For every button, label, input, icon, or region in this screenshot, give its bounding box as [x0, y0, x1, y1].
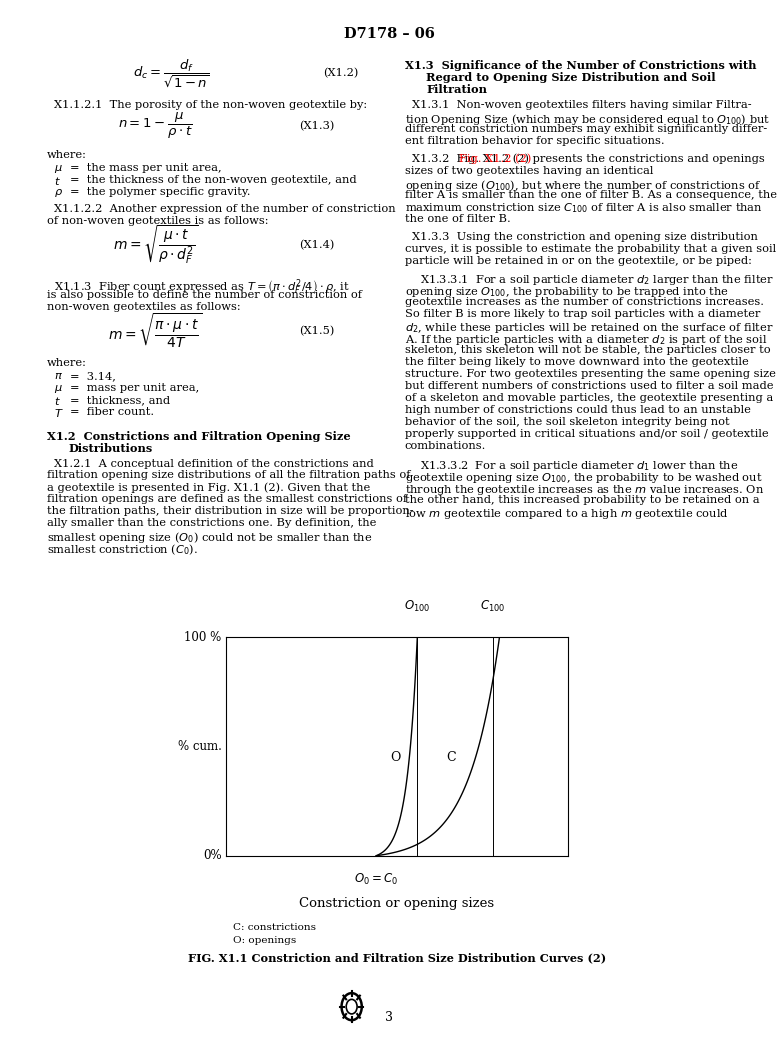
Text: A. If the particle particles with a diameter $d_2$ is part of the soil: A. If the particle particles with a diam…: [405, 333, 767, 348]
Text: high number of constrictions could thus lead to an unstable: high number of constrictions could thus …: [405, 405, 751, 415]
Text: tion Opening Size (which may be considered equal to $O_{100}$) but: tion Opening Size (which may be consider…: [405, 111, 769, 127]
Text: different constriction numbers may exhibit significantly differ-: different constriction numbers may exhib…: [405, 124, 767, 134]
Text: filtration openings are defined as the smallest constrictions of: filtration openings are defined as the s…: [47, 494, 407, 505]
Text: $d_c = \dfrac{d_f}{\sqrt{1-n}}$: $d_c = \dfrac{d_f}{\sqrt{1-n}}$: [133, 57, 209, 88]
Text: curves, it is possible to estimate the probability that a given soil: curves, it is possible to estimate the p…: [405, 244, 776, 254]
Text: $\mu$: $\mu$: [54, 163, 63, 175]
Text: $\rho$: $\rho$: [54, 187, 64, 199]
Text: the filtration paths, their distribution in size will be proportion-: the filtration paths, their distribution…: [47, 506, 413, 516]
Text: =  the thickness of the non-woven geotextile, and: = the thickness of the non-woven geotext…: [70, 175, 356, 185]
Text: Filtration: Filtration: [426, 84, 487, 96]
Text: of a skeleton and movable particles, the geotextile presenting a: of a skeleton and movable particles, the…: [405, 393, 773, 403]
Text: (X1.5): (X1.5): [300, 326, 335, 336]
Text: $m = \sqrt{\dfrac{\mu \cdot t}{\rho \cdot d_F^2}}$: $m = \sqrt{\dfrac{\mu \cdot t}{\rho \cdo…: [113, 224, 198, 266]
Text: where:: where:: [47, 150, 86, 160]
Text: (X1.2): (X1.2): [323, 68, 358, 78]
Text: D7178 – 06: D7178 – 06: [344, 27, 434, 42]
Text: O: openings: O: openings: [233, 936, 296, 945]
Text: Constriction or opening sizes: Constriction or opening sizes: [300, 897, 494, 910]
Text: O: O: [390, 751, 400, 764]
Text: of non-woven geotextiles is as follows:: of non-woven geotextiles is as follows:: [47, 215, 268, 226]
Text: X1.1.2.1  The porosity of the non-woven geotextile by:: X1.1.2.1 The porosity of the non-woven g…: [54, 100, 367, 110]
Text: Regard to Opening Size Distribution and Soil: Regard to Opening Size Distribution and …: [426, 73, 716, 83]
Text: smallest opening size ($O_0$) could not be smaller than the: smallest opening size ($O_0$) could not …: [47, 530, 372, 545]
Text: $t$: $t$: [54, 175, 61, 187]
Text: non-woven geotextiles as follows:: non-woven geotextiles as follows:: [47, 302, 240, 311]
Text: skeleton, this skeleton will not be stable, the particles closer to: skeleton, this skeleton will not be stab…: [405, 346, 770, 355]
Text: $C_{100}$: $C_{100}$: [480, 599, 505, 614]
Text: where:: where:: [47, 358, 86, 367]
Text: combinations.: combinations.: [405, 441, 486, 451]
Text: through the geotextile increases as the $m$ value increases. On: through the geotextile increases as the …: [405, 483, 763, 497]
Text: $T$: $T$: [54, 407, 64, 420]
Text: the filter being likely to move downward into the geotextile: the filter being likely to move downward…: [405, 357, 748, 367]
Text: $n = 1 - \dfrac{\mu}{\rho \cdot t}$: $n = 1 - \dfrac{\mu}{\rho \cdot t}$: [118, 110, 193, 141]
Text: properly supported in critical situations and/or soil / geotextile: properly supported in critical situation…: [405, 429, 768, 439]
Text: a geotextile is presented in Fig. X1.1 (2). Given that the: a geotextile is presented in Fig. X1.1 (…: [47, 482, 370, 493]
Text: structure. For two geotextiles presenting the same opening size: structure. For two geotextiles presentin…: [405, 370, 776, 379]
Text: opening size ($O_{100}$), but where the number of constrictions of: opening size ($O_{100}$), but where the …: [405, 178, 761, 193]
Text: $d_2$, while these particles will be retained on the surface of filter: $d_2$, while these particles will be ret…: [405, 322, 773, 335]
Text: =  the mass per unit area,: = the mass per unit area,: [70, 163, 222, 173]
Text: geotextile increases as the number of constrictions increases.: geotextile increases as the number of co…: [405, 298, 763, 307]
Text: X1.3.2  Fig. X1.2 (2) presents the constrictions and openings: X1.3.2 Fig. X1.2 (2) presents the constr…: [412, 154, 765, 164]
Text: geotextile opening size $O_{100}$, the probability to be washed out: geotextile opening size $O_{100}$, the p…: [405, 471, 762, 485]
Text: 3: 3: [385, 1011, 393, 1023]
Text: X1.3  Significance of the Number of Constrictions with: X1.3 Significance of the Number of Const…: [405, 60, 756, 72]
Text: $\mu$: $\mu$: [54, 383, 63, 396]
Text: =  the polymer specific gravity.: = the polymer specific gravity.: [70, 187, 251, 197]
Text: X1.3.3.1  For a soil particle diameter $d_2$ larger than the filter: X1.3.3.1 For a soil particle diameter $d…: [420, 274, 774, 287]
Text: (X1.3): (X1.3): [300, 121, 335, 131]
Text: % cum.: % cum.: [178, 740, 222, 753]
Text: $\pi$: $\pi$: [54, 372, 64, 381]
Text: 0%: 0%: [203, 849, 222, 862]
Text: $O_0 = C_0$: $O_0 = C_0$: [354, 872, 398, 888]
Text: smallest constriction ($C_0$).: smallest constriction ($C_0$).: [47, 542, 198, 557]
Text: X1.3.3  Using the constriction and opening size distribution: X1.3.3 Using the constriction and openin…: [412, 231, 759, 242]
Text: =  fiber count.: = fiber count.: [70, 407, 154, 417]
Text: =  3.14,: = 3.14,: [70, 372, 116, 381]
Text: low $m$ geotextile compared to a high $m$ geotextile could: low $m$ geotextile compared to a high $m…: [405, 507, 728, 520]
Text: X1.1.3  Fiber count expressed as $T = \left(\pi \cdot d_F^2/4\right) \cdot \rho$: X1.1.3 Fiber count expressed as $T = \le…: [54, 278, 350, 297]
Text: X1.3.3.2  For a soil particle diameter $d_1$ lower than the: X1.3.3.2 For a soil particle diameter $d…: [420, 459, 738, 473]
Text: the other hand, this increased probability to be retained on a: the other hand, this increased probabili…: [405, 494, 759, 505]
Text: C: constrictions: C: constrictions: [233, 923, 317, 933]
Text: X1.3.1  Non-woven geotextiles filters having similar Filtra-: X1.3.1 Non-woven geotextiles filters hav…: [412, 100, 752, 110]
Text: opening size $O_{100}$, the probability to be trapped into the: opening size $O_{100}$, the probability …: [405, 285, 728, 300]
Text: the one of filter B.: the one of filter B.: [405, 213, 510, 224]
Text: (X1.4): (X1.4): [300, 239, 335, 250]
Text: FIG. X1.1 Constriction and Filtration Size Distribution Curves (2): FIG. X1.1 Constriction and Filtration Si…: [187, 953, 606, 964]
Text: 100 %: 100 %: [184, 631, 222, 643]
Text: Distributions: Distributions: [68, 443, 152, 454]
Text: filter A is smaller than the one of filter B. As a consequence, the: filter A is smaller than the one of filt…: [405, 189, 776, 200]
Text: Fig. X1.2 (2): Fig. X1.2 (2): [459, 154, 531, 164]
Text: So filter B is more likely to trap soil particles with a diameter: So filter B is more likely to trap soil …: [405, 309, 760, 320]
Text: behavior of the soil, the soil skeleton integrity being not: behavior of the soil, the soil skeleton …: [405, 417, 729, 427]
Text: X1.2.1  A conceptual definition of the constrictions and: X1.2.1 A conceptual definition of the co…: [54, 458, 374, 468]
Text: but different numbers of constrictions used to filter a soil made: but different numbers of constrictions u…: [405, 381, 773, 391]
Text: =  mass per unit area,: = mass per unit area,: [70, 383, 199, 393]
Text: filtration opening size distributions of all the filtration paths of: filtration opening size distributions of…: [47, 471, 410, 481]
Text: sizes of two geotextiles having an identical: sizes of two geotextiles having an ident…: [405, 166, 653, 176]
Text: maximum constriction size $C_{100}$ of filter A is also smaller than: maximum constriction size $C_{100}$ of f…: [405, 202, 762, 215]
Text: ally smaller than the constrictions one. By definition, the: ally smaller than the constrictions one.…: [47, 518, 376, 529]
Text: $t$: $t$: [54, 396, 61, 407]
Text: $O_{100}$: $O_{100}$: [404, 599, 430, 614]
Text: $m = \sqrt{\dfrac{\pi \cdot \mu \cdot t}{4T}}$: $m = \sqrt{\dfrac{\pi \cdot \mu \cdot t}…: [108, 311, 203, 350]
Text: particle will be retained in or on the geotextile, or be piped:: particle will be retained in or on the g…: [405, 255, 752, 265]
Text: =  thickness, and: = thickness, and: [70, 396, 170, 405]
Text: X1.2  Constrictions and Filtration Opening Size: X1.2 Constrictions and Filtration Openin…: [47, 431, 350, 442]
Text: X1.1.2.2  Another expression of the number of constriction: X1.1.2.2 Another expression of the numbe…: [54, 204, 396, 213]
Text: is also possible to define the number of constriction of: is also possible to define the number of…: [47, 289, 362, 300]
Text: ent filtration behavior for specific situations.: ent filtration behavior for specific sit…: [405, 135, 664, 146]
Text: C: C: [447, 751, 457, 764]
